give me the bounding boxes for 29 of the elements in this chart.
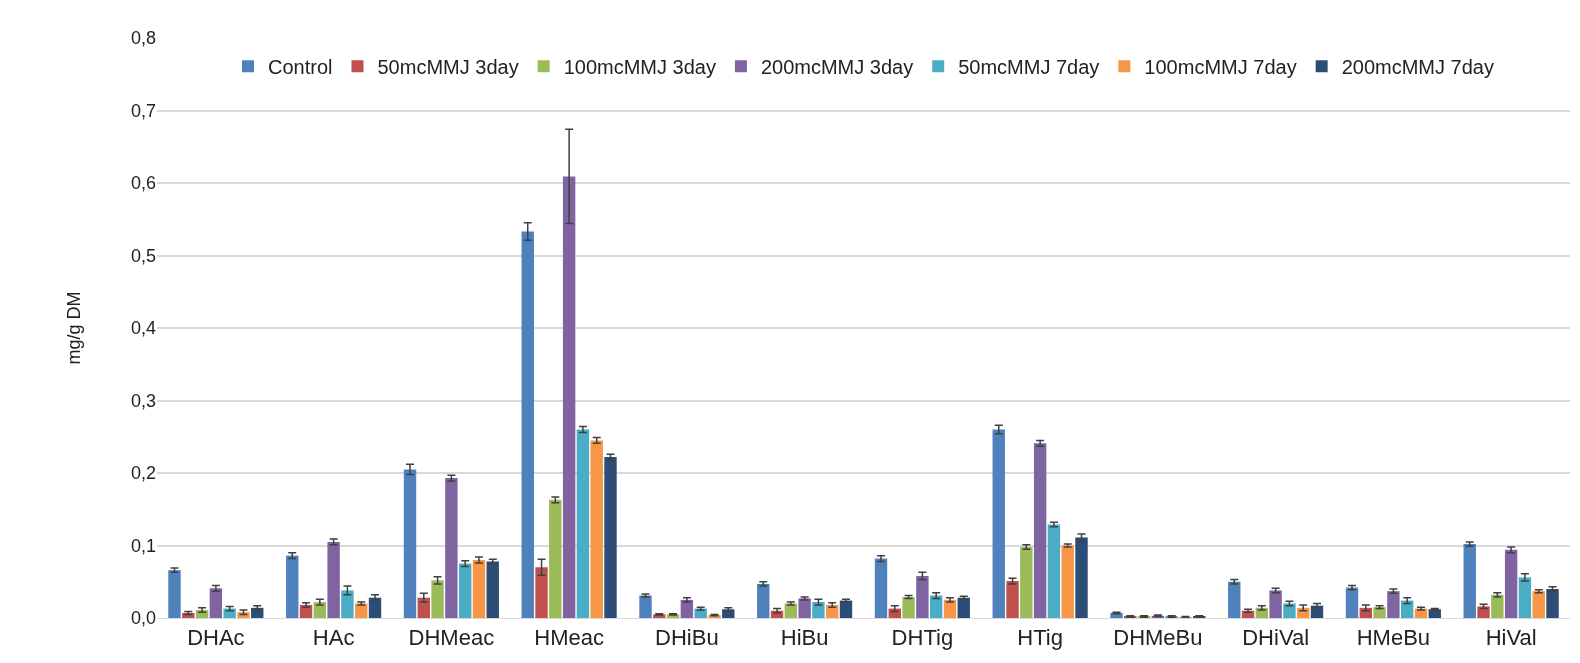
y-tick-label: 0,7 <box>130 100 156 121</box>
y-tick-label: 0,8 <box>130 28 156 49</box>
x-tick-label: HiVal <box>1485 625 1537 651</box>
legend-label: 200mcMMJ 7day <box>1341 56 1494 78</box>
x-tick-label: DHiBu <box>655 625 719 651</box>
y-tick-label: 0,4 <box>130 318 156 339</box>
x-tick-label: DHiVal <box>1242 625 1310 651</box>
y-tick-label: 0,1 <box>130 535 156 556</box>
legend-label: 50mcMMJ 3day <box>377 56 519 78</box>
x-tick-label: DHTig <box>891 625 954 651</box>
x-tick-label: DHMeac <box>408 625 495 651</box>
y-tick-label: 0,6 <box>130 173 156 194</box>
y-tick-label: 0,0 <box>130 608 156 629</box>
x-tick-label: HTig <box>1017 625 1063 651</box>
legend-label: 100mcMMJ 3day <box>563 56 716 78</box>
x-tick-label: HMeBu <box>1356 625 1431 651</box>
y-axis-title: mg/g DM <box>64 291 85 365</box>
x-tick-label: DHAc <box>187 625 245 651</box>
legend-label: 50mcMMJ 7day <box>958 56 1100 78</box>
y-tick-label: 0,5 <box>130 245 156 266</box>
x-tick-label: DHMeBu <box>1113 625 1203 651</box>
x-tick-label: HiBu <box>780 625 829 651</box>
legend-label: 200mcMMJ 3day <box>760 56 914 78</box>
x-tick-label: HAc <box>312 625 355 651</box>
x-tick-label: HMeac <box>534 625 604 651</box>
legend-label: 100mcMMJ 7day <box>1144 56 1297 78</box>
y-tick-label: 0,3 <box>130 390 156 411</box>
y-tick-label: 0,2 <box>130 463 156 484</box>
legend-label: Control <box>268 56 333 78</box>
